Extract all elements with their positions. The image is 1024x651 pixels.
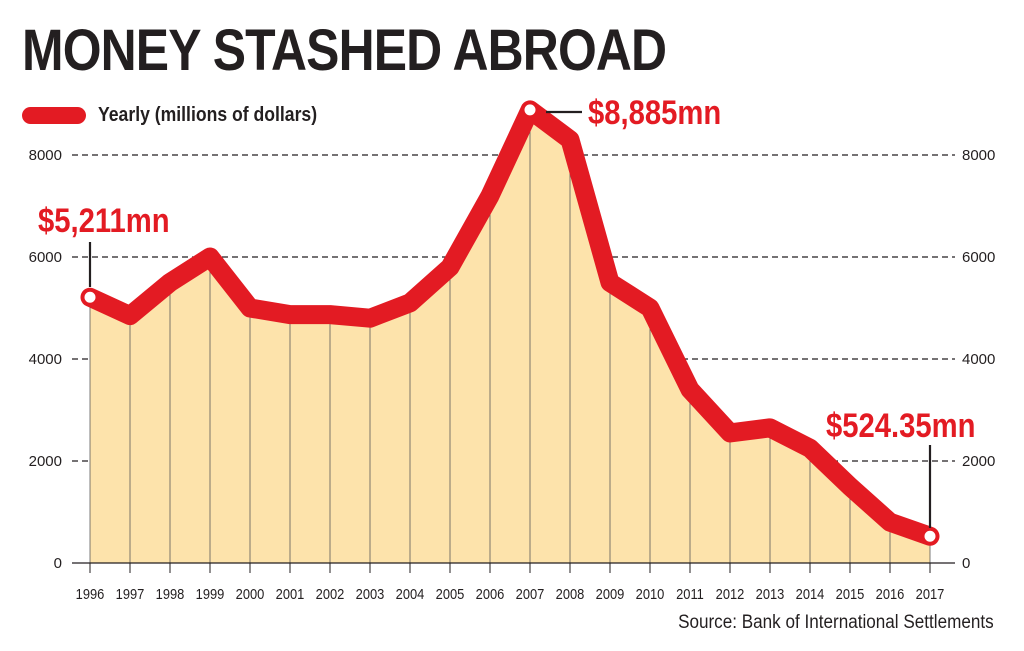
x-tick-label: 2007 [516,585,545,602]
annotation-label: $5,211mn [38,201,170,240]
x-tick-label: 1997 [116,585,145,602]
page-title: MONEY STASHED ABROAD [22,18,667,83]
x-tick-label: 2017 [916,585,945,602]
x-tick-label: 2013 [756,585,785,602]
x-tick-label: 2011 [676,585,704,602]
y-tick-label-left: 0 [54,555,62,572]
legend-label: Yearly (millions of dollars) [98,103,318,126]
legend-swatch [22,106,86,124]
x-tick-label: 2008 [556,585,585,602]
x-tick-label: 2001 [276,585,305,602]
y-tick-label-left: 4000 [29,351,62,368]
y-tick-label-right: 4000 [962,351,995,368]
x-tick-label: 2002 [316,585,345,602]
annotation-marker [922,528,938,544]
source-note: Source: Bank of International Settlement… [678,612,994,633]
annotation-marker [82,289,98,305]
area-layer [90,109,930,564]
x-tick-label: 2015 [836,585,865,602]
x-tick-label: 2000 [236,585,265,602]
y-tick-label-right: 2000 [962,453,995,470]
x-tick-label: 1996 [76,585,105,602]
x-tick-label: 2005 [436,585,465,602]
series-area [90,109,930,564]
x-tick-label: 2006 [476,585,505,602]
vertical-line-layer [89,109,931,563]
x-tick-label: 2004 [396,585,425,602]
x-tick-label: 2009 [596,585,625,602]
x-tick-label: 2012 [716,585,745,602]
y-tick-label-right: 8000 [962,147,995,164]
annotation-label: $8,885mn [588,93,721,132]
y-tick-label-left: 2000 [29,453,62,470]
y-tick-label-left: 8000 [29,147,62,164]
y-tick-label-left: 6000 [29,249,62,266]
x-tick-label: 2003 [356,585,385,602]
series-line [80,100,940,546]
x-tick-label: 2014 [796,585,825,602]
y-tick-label-right: 0 [962,555,970,572]
x-tick-label: 1999 [196,585,225,602]
legend: Yearly (millions of dollars) [22,100,347,130]
annotation-marker [522,102,538,118]
x-tick-label: 2010 [636,585,665,602]
x-tick-label: 1998 [156,585,185,602]
annotation-label: $524.35mn [826,406,975,445]
line-layer [80,100,940,546]
axis-layer: 0 0 2000 2000 4000 4000 6000 6000 8000 8000 1996 19… [29,147,996,602]
annotation-layer: $5,211mn $8,885mn $524.35mn [38,93,975,544]
y-tick-label-right: 6000 [962,249,995,266]
x-tick-label: 2016 [876,585,905,602]
